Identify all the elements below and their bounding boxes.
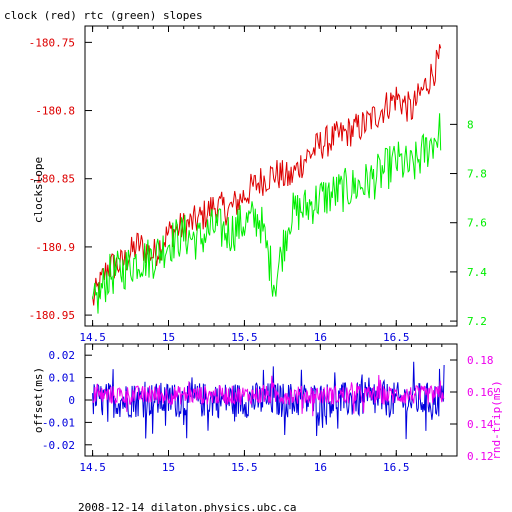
- bottom-right-y-axis: 0.18 0.16 0.14 0.12: [450, 354, 494, 463]
- top-x-axis: 14.5 15 15.5 16 16.5: [79, 26, 443, 344]
- y-right-tick-label: 0.16: [467, 386, 494, 399]
- top-right-y-axis: 8 7.8 7.6 7.4 7.2: [450, 118, 487, 328]
- top-y-axis-label: clockslope: [32, 157, 45, 223]
- series-line-green: [92, 113, 442, 314]
- y-left-tick-label: -180.85: [29, 173, 75, 186]
- series-line-magenta: [92, 374, 445, 417]
- y-left-tick-label: -0.01: [42, 416, 75, 429]
- y-right-tick-label: 0.12: [467, 450, 494, 463]
- x-tick-label: 15.5: [231, 461, 258, 474]
- y-right-tick-label: 0.14: [467, 418, 494, 431]
- bottom-left-y-axis: 0.02 0.01 0 -0.01 -0.02: [42, 349, 92, 452]
- y-left-tick-label: -180.75: [29, 36, 75, 49]
- x-tick-label: 14.5: [79, 331, 106, 344]
- y-right-tick-label: 8: [467, 118, 474, 131]
- top-plot-frame: [84, 25, 458, 327]
- y-right-tick-label: 7.8: [467, 168, 487, 181]
- top-panel: 14.5 15 15.5 16 16.5 -180.75-180.8-180.85-18…: [29, 25, 487, 344]
- bottom-right-y-label: rnd-trip(ms): [490, 380, 503, 459]
- x-tick-label: 16: [314, 331, 327, 344]
- x-tick-label: 15: [162, 461, 175, 474]
- x-tick-label: 15: [162, 331, 175, 344]
- y-left-tick-label: -180.9: [35, 241, 75, 254]
- top-series-group: [92, 44, 442, 314]
- x-tick-label: 15.5: [231, 331, 258, 344]
- y-right-tick-label: 7.4: [467, 266, 487, 279]
- bottom-series-group: [92, 361, 445, 440]
- y-left-tick-label: 0.01: [49, 372, 76, 385]
- y-right-tick-label: 7.2: [467, 315, 487, 328]
- y-left-tick-label: 0.02: [49, 349, 76, 362]
- y-left-tick-label: 0: [68, 394, 75, 407]
- series-line-red: [92, 44, 442, 306]
- x-tick-label: 16.5: [383, 331, 410, 344]
- y-left-tick-label: -180.95: [29, 309, 75, 322]
- x-tick-label: 16.5: [383, 461, 410, 474]
- footer-text: 2008-12-14 dilaton.physics.ubc.ca: [78, 501, 297, 512]
- y-left-tick-label: -0.02: [42, 439, 75, 452]
- chart-title: clock (red) rtc (green) slopes: [4, 9, 203, 22]
- bottom-left-y-label: offset(ms): [32, 367, 45, 433]
- y-right-tick-label: 7.6: [467, 217, 487, 230]
- top-left-y-axis: -180.75 -180.8 -180.85 -180.9 -180.95: [29, 36, 92, 322]
- bottom-x-axis: 14.5 15 15.5 16 16.5: [79, 344, 443, 474]
- x-tick-label: 14.5: [79, 461, 106, 474]
- y-left-tick-label: -180.8: [35, 105, 75, 118]
- x-tick-label: 16: [314, 461, 327, 474]
- bottom-panel: 14.5 15 15.5 16 16.5 0.02 0.01 0 -0.01 -0.02 0.1…: [32, 343, 503, 474]
- y-right-tick-label: 0.18: [467, 354, 494, 367]
